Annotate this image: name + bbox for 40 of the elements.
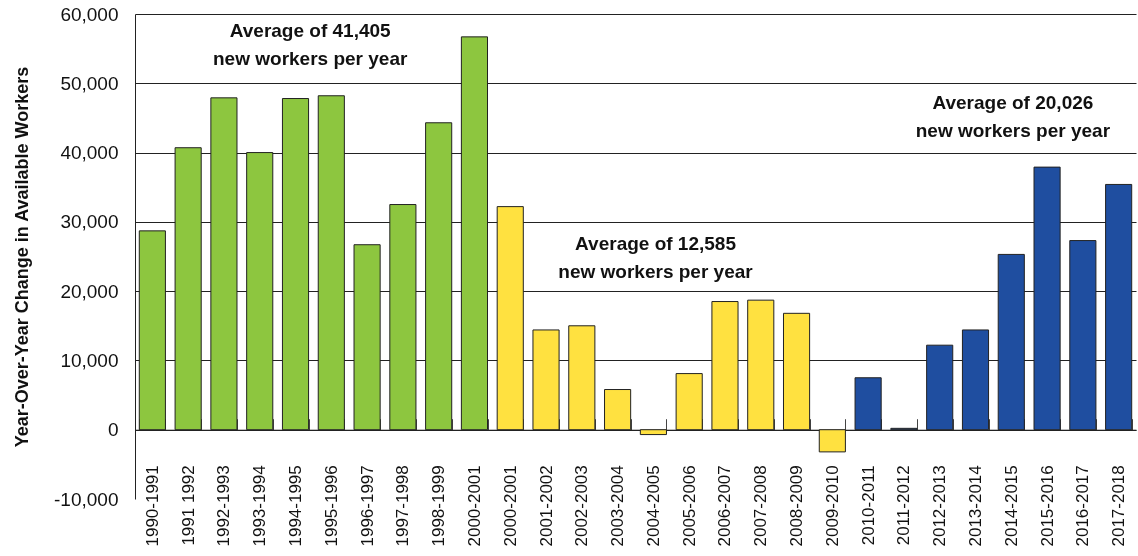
x-tick-label: 2008-2009 [787,465,807,547]
y-tick-label: 50,000 [60,72,119,94]
x-tick-label: 1996-1997 [357,465,377,547]
x-tick-label: 1995-1996 [321,465,341,547]
annotation: Average of 20,026 new workers per year [915,92,1111,142]
x-tick-label: 2014-2015 [1001,465,1021,547]
x-tick-label: 2015-2016 [1037,465,1057,547]
y-axis-title: Year-Over-Year Change in Available Workers [12,66,33,448]
x-tick-label: 2012-2013 [930,465,950,547]
x-tick-label: 2010-2011 [858,465,878,546]
x-tick-label: 1991 1992 [178,465,198,546]
x-tick-label: 2001-2002 [536,465,556,547]
x-tick-label: 2009-2010 [822,465,842,547]
annotation: Average of 12,585 new workers per year [558,233,754,283]
x-tick-label: 2003-2004 [608,465,628,547]
y-tick-label: -10,000 [54,488,119,510]
y-tick-label: 10,000 [60,349,119,371]
x-tick-label: 2004-2005 [643,465,663,547]
x-tick-label: 2005-2006 [679,465,699,547]
x-tick-label: 2013-2014 [965,465,985,547]
annotation: Average of 41,405 new workers per year [213,19,408,69]
x-tick-label: 1993-1994 [250,465,270,547]
x-tick-label: 2007-2008 [751,465,771,547]
x-tick-label: 1990-1991 [142,465,162,547]
y-tick-label: 20,000 [60,280,119,302]
x-tick-label: 2006-2007 [715,465,735,547]
y-tick-label: 30,000 [60,211,119,233]
x-tick-label: 2000-2001 [464,465,484,547]
x-tick-label: 1992-1993 [214,465,234,547]
y-tick-label: 0 [107,419,119,441]
x-tick-label: 1994-1995 [286,465,306,547]
x-tick-label: 2017-2018 [1109,465,1129,547]
x-tick-label: 1998-1999 [429,465,449,547]
y-tick-label: 40,000 [60,142,119,164]
x-tick-label: 2011-2012 [894,465,914,546]
x-tick-label: 2002-2003 [572,465,592,547]
x-tick-label: 2000-2001 [500,465,520,547]
x-tick-label: 1997-1998 [393,465,413,547]
y-tick-label: 60,000 [60,3,119,25]
x-tick-label: 2016-2017 [1073,465,1093,547]
